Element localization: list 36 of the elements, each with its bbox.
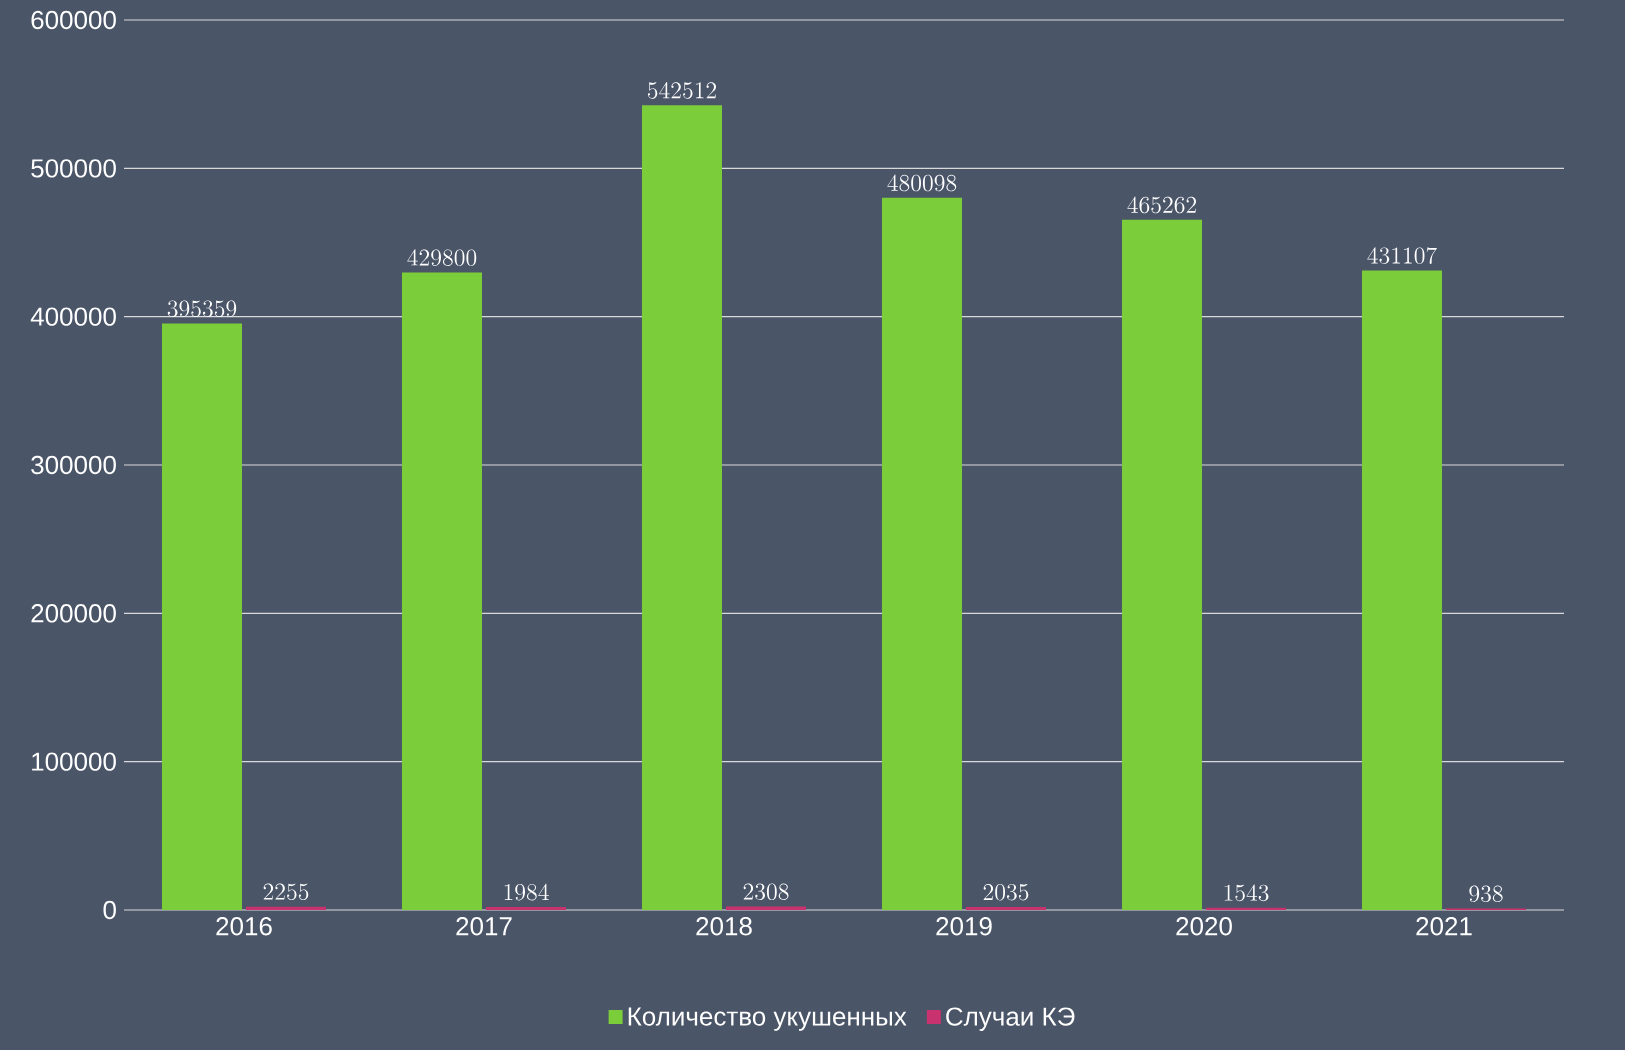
data-label: 431107 bbox=[1367, 247, 1437, 264]
data-label: 429800 bbox=[407, 249, 477, 266]
data-label: 480098 bbox=[887, 174, 957, 192]
x-tick-label: 2021 bbox=[1416, 917, 1472, 936]
bar bbox=[642, 105, 723, 910]
data-label: 2308 bbox=[743, 883, 789, 901]
x-tick-label: 2016 bbox=[216, 917, 272, 936]
bar bbox=[162, 323, 242, 910]
bar bbox=[1362, 270, 1443, 910]
data-label: 2035 bbox=[983, 883, 1029, 901]
bar bbox=[882, 197, 963, 910]
legend-label: Количество укушенных bbox=[628, 1007, 907, 1031]
bar bbox=[486, 907, 567, 910]
x-tick-label: 2019 bbox=[936, 917, 992, 936]
data-label: 465262 bbox=[1127, 196, 1197, 214]
bar bbox=[402, 272, 483, 910]
data-label: 395359 bbox=[167, 300, 237, 317]
legend-label: Случаи КЭ bbox=[946, 1007, 1075, 1031]
y-tick-label: 300000 bbox=[31, 455, 116, 475]
x-tick-label: 2020 bbox=[1176, 917, 1232, 936]
data-label: 2255 bbox=[263, 883, 309, 901]
x-tick-label: 2018 bbox=[696, 917, 752, 936]
y-tick-label: 600000 bbox=[31, 10, 116, 30]
y-tick-label: 0 bbox=[103, 900, 116, 920]
bar bbox=[966, 906, 1047, 910]
y-tick-label: 400000 bbox=[30, 307, 116, 326]
data-label: 1543 bbox=[1224, 884, 1269, 902]
y-tick-label: 500000 bbox=[31, 159, 116, 178]
data-label: 1984 bbox=[504, 883, 549, 901]
y-tick-label: 200000 bbox=[31, 604, 116, 623]
bar bbox=[246, 906, 326, 910]
data-label: 542512 bbox=[647, 82, 717, 99]
y-tick-label: 100000 bbox=[32, 752, 116, 771]
bar bbox=[1122, 219, 1203, 910]
x-tick-label: 2017 bbox=[456, 917, 512, 936]
data-label: 938 bbox=[1469, 885, 1503, 903]
